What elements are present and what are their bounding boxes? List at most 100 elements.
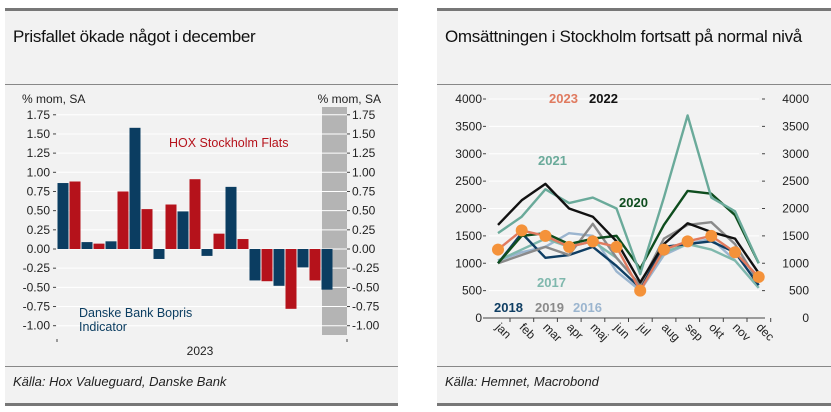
bar-hox [309,249,321,281]
y-tick-label-left: 1.25 [27,146,51,160]
y-tick-label-left: 0 [475,311,482,325]
marker-2023 [752,270,765,283]
y-tick-label-left: 0.50 [27,204,51,218]
marker-2023 [515,224,528,237]
series-label-2020: 2020 [619,195,648,210]
bar-danske [105,241,117,249]
y-tick-label-right: 500 [789,284,809,298]
y-tick-label-left: 0.75 [27,184,51,198]
series-label-2016: 2016 [573,300,602,315]
bar-hox [141,209,153,249]
legend-hox: HOX Stockholm Flats [169,136,288,150]
legend-danske-line2: Indicator [79,320,127,334]
marker-2023 [563,240,576,253]
y-tick-label-right: 0.25 [352,223,376,237]
y-tick-label-left: -0.75 [23,300,51,314]
bar-danske [57,183,69,249]
bar-danske [201,249,213,256]
x-tick-label: mar [540,320,565,345]
y-tick-label-right: 3500 [782,119,809,133]
y-tick-label-right: 0.50 [352,204,376,218]
x-tick-label: aug [659,320,683,344]
left-chart-title: Prisfallet ökade något i december [13,27,256,46]
line-2018 [497,231,760,290]
y-tick-label-right: -0.50 [352,280,380,294]
y-tick-label-right: 1.25 [352,146,376,160]
x-tick-label: dec [754,320,778,344]
bar-danske [81,242,93,249]
bar-chart: 1.75 1.75 1.50 1.50 1.25 1.25 1.00 1.00 0.75 0.75… [22,92,381,358]
y-tick-label-left: 1000 [455,256,482,270]
y-tick-label-left: 3500 [455,119,482,133]
line-2019 [497,220,760,287]
bar-hox [117,191,129,249]
x-axis-label: 2023 [187,344,214,358]
x-tick-label: apr [564,320,586,342]
y-tick-label-left: 1500 [455,229,482,243]
bar-danske [153,249,165,259]
left-panel: Prisfallet ökade något i december 1.75 1.… [5,8,398,406]
divider [437,84,831,85]
x-tick-label: maj [588,320,612,344]
line-2021 [497,114,760,276]
y-tick-label-left: 3000 [455,147,482,161]
bar-hox [93,243,105,249]
series-label-2019: 2019 [535,300,564,315]
bar-hox [165,204,177,249]
divider [5,366,398,367]
y-tick-label-left: 4000 [455,92,482,106]
y-tick-label-right: 2000 [782,202,809,216]
y-axis-label-right: % mom, SA [318,92,381,106]
y-tick-label-right: 0 [802,311,809,325]
bottom-divider [5,403,398,406]
top-divider [5,8,398,11]
series-label-2023: 2023 [549,91,578,106]
bar-hox [69,181,81,249]
y-tick-label-left: 1.50 [27,127,51,141]
marker-2023 [539,229,552,242]
y-tick-label-right: 4000 [782,92,809,106]
left-chart-source: Källa: Hox Valueguard, Danske Bank [13,374,227,389]
right-chart-title: Omsättningen i Stockholm fortsatt på nor… [445,27,802,46]
x-tick-label: jan [492,320,514,342]
marker-2023 [492,243,504,256]
y-tick-label-right: 0.00 [352,242,376,256]
line-chart: 4000 4000 3500 3500 3000 3000 2500 2500 2000 2000… [455,91,809,345]
y-tick-label-left: 0.00 [27,242,51,256]
y-tick-label-left: -0.50 [23,280,51,294]
y-tick-label-right: 1.75 [352,108,376,122]
divider [437,366,831,367]
bar-danske [249,249,261,281]
bar-danske [177,211,189,249]
y-tick-label-left: -1.00 [23,319,51,333]
bottom-divider [437,403,831,406]
series-label-2021: 2021 [538,153,567,168]
y-tick-label-right: 1.00 [352,165,376,179]
y-tick-label-right: -0.75 [352,300,380,314]
y-tick-label-right: 1000 [782,256,809,270]
y-tick-label-left: 500 [462,284,482,298]
x-tick-label: sep [682,320,706,344]
series-label-2018: 2018 [494,300,523,315]
y-tick-label-right: -0.25 [352,261,380,275]
bar-hox [189,179,201,249]
marker-2023 [657,243,670,256]
bar-danske [273,249,285,286]
bar-danske [321,249,333,290]
series-label-2022: 2022 [589,91,618,106]
y-tick-label-right: 0.75 [352,184,376,198]
legend-danske-line1: Danske Bank Bopris [79,306,192,320]
bar-danske [129,127,141,249]
y-tick-label-right: 3000 [782,147,809,161]
x-tick-label: jun [611,320,633,342]
right-chart-source: Källa: Hemnet, Macrobond [445,374,599,389]
y-tick-label-left: 1.00 [27,165,51,179]
series-label-2017: 2017 [537,275,566,290]
bar-hox [285,249,297,309]
marker-2023 [586,235,599,248]
bar-danske [225,186,237,249]
bar-danske [297,249,309,268]
marker-2023 [634,284,647,297]
y-tick-label-left: -0.25 [23,261,51,275]
